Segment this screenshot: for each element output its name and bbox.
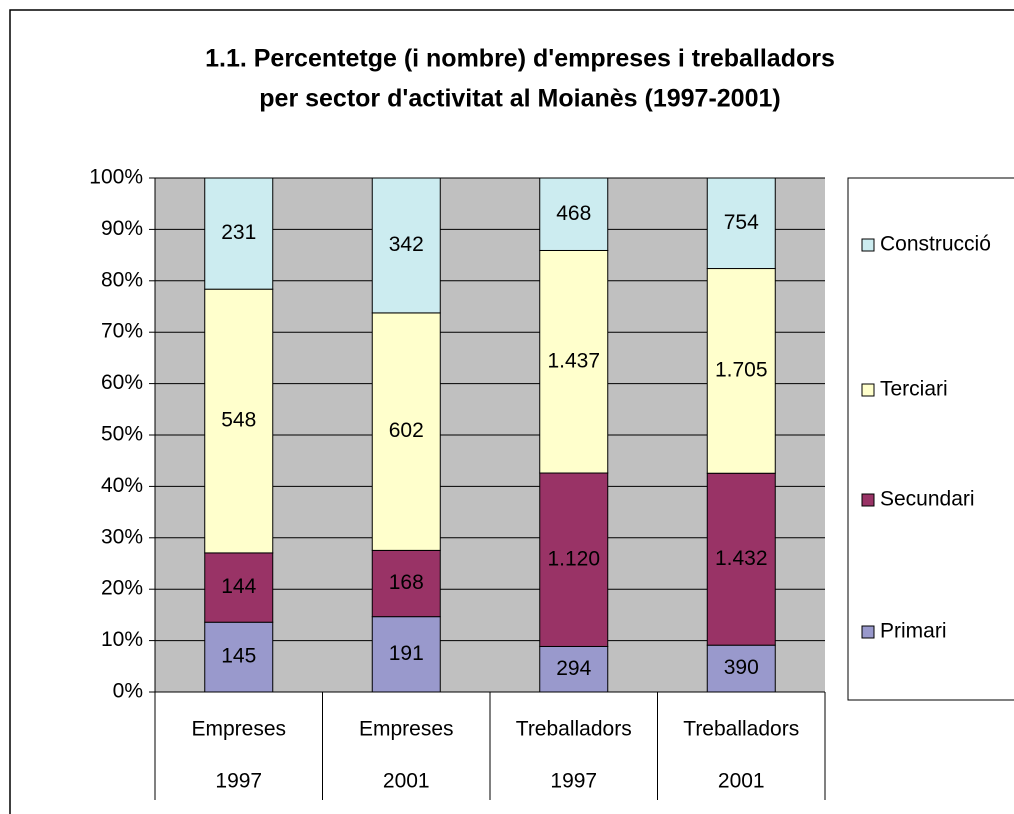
data-label: 1.705 — [715, 358, 768, 381]
y-tick-label: 20% — [101, 577, 143, 600]
bar-segment — [539, 177, 609, 251]
data-label: 1.432 — [715, 547, 768, 570]
bar-segment — [204, 621, 274, 693]
bar-segment — [204, 288, 274, 554]
bar-segment — [706, 177, 776, 270]
y-tick-label: 30% — [101, 525, 143, 548]
y-tick-label: 70% — [101, 320, 143, 343]
bar-segment — [371, 312, 441, 551]
y-tick-label: 80% — [101, 268, 143, 291]
x-tick-label: 1997 — [550, 770, 597, 793]
bar-segment — [706, 268, 776, 474]
data-label: 1.437 — [547, 349, 600, 372]
x-tick-label: Empreses — [359, 718, 454, 741]
bar-segment — [371, 616, 441, 693]
legend-label: Terciari — [880, 378, 948, 401]
data-label: 602 — [389, 419, 424, 442]
data-label: 191 — [389, 642, 424, 665]
x-tick-label: 2001 — [718, 770, 765, 793]
legend-label: Construcció — [880, 233, 991, 256]
x-tick-label: 2001 — [383, 770, 430, 793]
bar-segment — [539, 645, 609, 693]
data-label: 231 — [221, 221, 256, 244]
legend-swatch — [861, 625, 875, 639]
y-tick-label: 0% — [113, 680, 143, 703]
x-tick-label: Empreses — [191, 718, 286, 741]
data-label: 548 — [221, 409, 256, 432]
x-tick-label: 1997 — [215, 770, 262, 793]
legend-label: Primari — [880, 620, 947, 643]
y-tick-label: 10% — [101, 628, 143, 651]
data-label: 390 — [724, 656, 759, 679]
bar-segment — [204, 177, 274, 290]
x-tick-label: Treballadors — [683, 718, 799, 741]
legend-box — [847, 177, 1014, 701]
y-tick-label: 40% — [101, 474, 143, 497]
data-label: 342 — [389, 233, 424, 256]
data-label: 468 — [556, 202, 591, 225]
y-tick-label: 50% — [101, 423, 143, 446]
bar-segment — [371, 177, 441, 314]
data-label: 144 — [221, 575, 256, 598]
legend-swatch — [861, 493, 875, 507]
y-tick-label: 100% — [89, 166, 143, 189]
legend-label: Secundari — [880, 488, 975, 511]
data-label: 145 — [221, 645, 256, 668]
bar-segment — [539, 472, 609, 647]
bar-segment — [706, 644, 776, 693]
chart-title: per sector d'activitat al Moianès (1997-… — [259, 85, 780, 113]
y-tick-label: 90% — [101, 217, 143, 240]
bar-segment — [204, 552, 274, 623]
data-label: 294 — [556, 657, 591, 680]
data-label: 754 — [724, 211, 759, 234]
y-tick-label: 60% — [101, 371, 143, 394]
chart-title: 1.1. Percentetge (i nombre) d'empreses i… — [205, 45, 835, 73]
bar-segment — [539, 249, 609, 474]
data-label: 168 — [389, 571, 424, 594]
data-label: 1.120 — [547, 547, 600, 570]
legend-swatch — [861, 383, 875, 397]
x-tick-label: Treballadors — [516, 718, 632, 741]
legend-swatch — [861, 238, 875, 252]
